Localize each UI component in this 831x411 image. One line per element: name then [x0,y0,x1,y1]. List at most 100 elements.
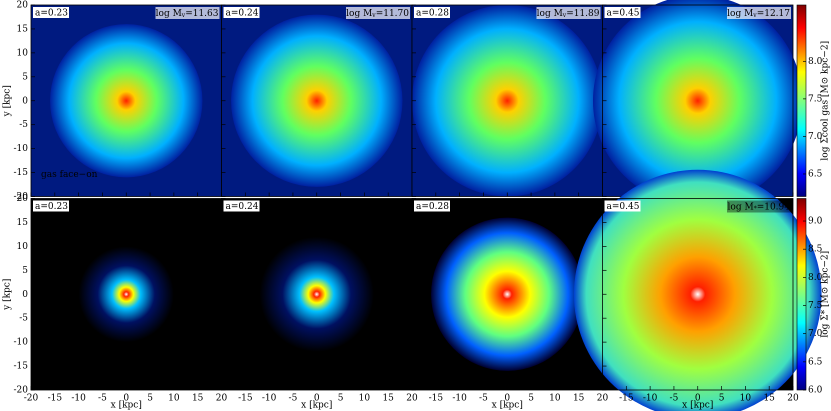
x-tick-label: 0 [123,394,129,404]
mass-label-prefix: log M [537,9,563,19]
x-tick-label: 15 [573,394,585,404]
x-tick-label: 5 [719,394,725,404]
x-axis-label: x [kpc] [301,401,332,411]
a-label-box [223,7,260,18]
y-tick-label: -20 [14,386,29,396]
x-tick-label: -5 [670,394,679,404]
mass-label-box [346,200,410,213]
colorbar-tick-label: 6.0 [808,386,823,396]
y-tick-label: -20 [14,192,29,202]
a-label: a=0.28 [416,9,449,19]
x-tick-label: 10 [740,394,752,404]
x-tick-label: -5 [479,394,488,404]
x-tick-label: 5 [338,394,344,404]
mass-label-sub: v [752,12,757,19]
x-tick-label: 10 [549,394,561,404]
a-label: a=0.24 [226,202,259,212]
mass-label: log Mv=12.17 [727,9,790,19]
colorbar [796,4,807,197]
mass-value: =10.29 [376,202,410,212]
mass-value: =11.63 [185,9,219,19]
y-tick-label: 20 [17,1,29,11]
x-axis-label: x [kpc] [682,401,713,411]
x-tick-label: 10 [168,394,180,404]
x-tick-label: 5 [528,394,534,404]
x-tick-label: 0 [504,394,510,404]
a-label-box [33,200,69,212]
colorbar-label: log Σcool gas [M⊙ kpc−2] [821,41,831,161]
y-axis-label: y [kpc] [3,279,13,311]
panel-image [259,236,374,352]
x-tick-label: -10 [71,394,86,404]
mass-value: =10.62 [566,202,599,212]
panel-image [50,24,203,178]
colorbar-tick-label: 6.5 [808,169,823,179]
mass-label-sub: v [371,12,376,19]
a-label: a=0.45 [607,9,640,19]
mass-label: log M*=10.04 [156,202,219,212]
x-axis-label: x [kpc] [492,401,523,411]
mass-label-prefix: log M [156,202,182,212]
y-tick-label: 5 [22,72,28,82]
x-tick-label: 20 [787,394,799,404]
panel-image [78,246,174,343]
y-tick-label: -15 [14,362,29,372]
mass-label-box [536,7,601,19]
mass-label-sub: * [563,205,566,212]
x-axis-label: x [kpc] [111,401,142,411]
x-tick-label: 20 [406,394,418,404]
mass-value: =11.70 [376,9,410,19]
x-tick-label: 20 [597,394,609,404]
mass-label: log M*=10.29 [347,202,410,212]
x-tick-label: 15 [763,394,775,404]
colorbar-label: log Σ* [M⊙ kpc−2] [821,251,831,338]
a-label-box [414,200,450,212]
a-label-box [604,7,641,18]
mass-label-prefix: log M [346,9,372,19]
a-label: a=0.28 [416,202,449,212]
x-tick-label: -10 [452,394,467,404]
colorbar-tick-label: 8.5 [808,245,823,255]
panel-image [593,0,803,207]
mass-label: log Mv=11.70 [346,9,409,19]
mass-label-sub: * [754,205,757,212]
y-tick-label: 0 [22,96,28,106]
x-tick-label: -5 [98,394,107,404]
y-tick-label: 10 [17,242,29,252]
mass-label-prefix: log M [537,202,563,212]
mass-value: =11.89 [566,9,600,19]
colorbar-tick-label: 7.0 [808,329,823,339]
mass-label-box [155,200,220,213]
a-label: a=0.23 [35,9,68,19]
x-tick-label: -5 [289,394,298,404]
a-label-box [414,7,450,18]
x-tick-label: 0 [695,394,701,404]
x-tick-label: -15 [619,394,634,404]
mass-label-box [536,200,601,213]
mass-label: log Mv=11.63 [156,9,219,19]
mass-label-box [155,7,220,19]
x-tick-label: -10 [643,394,658,404]
mass-label-sub: v [181,12,186,19]
mass-label-prefix: log M [727,9,753,19]
y-tick-label: 0 [22,290,28,300]
a-label-box [604,200,641,212]
a-label-box [33,7,69,18]
mass-label: log Mv=11.89 [537,9,600,19]
x-tick-label: -15 [238,394,253,404]
y-tick-label: -15 [14,168,29,178]
panel-image [573,169,822,411]
mass-value: =10.04 [185,202,219,212]
mass-label-box [346,7,410,19]
mass-value: =10.94 [757,202,791,212]
mass-label-prefix: log M [156,9,182,19]
y-tick-label: 10 [17,48,29,58]
colorbar-tick-label: 8.0 [808,273,823,283]
panel-image [431,217,584,371]
x-tick-label: -10 [262,394,277,404]
a-label: a=0.45 [607,202,640,212]
mass-label-sub: * [373,205,376,212]
colorbar-tick-label: 6.5 [808,357,823,367]
y-tick-label: 15 [17,24,29,34]
